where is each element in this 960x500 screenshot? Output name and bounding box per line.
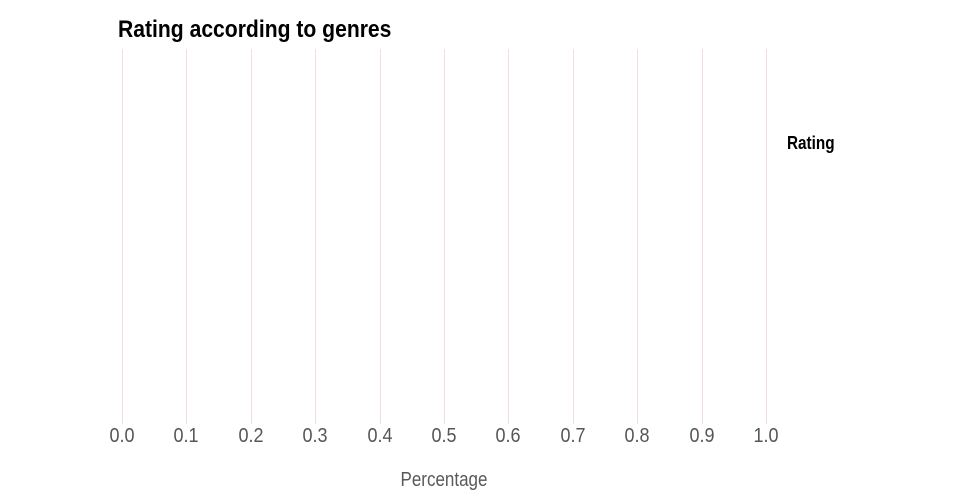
x-tick-label: 0.6 <box>495 425 521 447</box>
gridline <box>702 49 703 424</box>
x-tick-label: 0.5 <box>431 425 457 447</box>
gridline <box>380 49 381 424</box>
gridline <box>251 49 252 424</box>
x-tick-label: 0.2 <box>238 425 264 447</box>
gridline <box>573 49 574 424</box>
gridline <box>766 49 767 424</box>
x-axis-title: Percentage <box>400 469 488 491</box>
chart-title: Rating according to genres <box>118 16 392 43</box>
x-tick-label: 0.7 <box>560 425 586 447</box>
gridline <box>186 49 187 424</box>
x-tick-label: 1.0 <box>753 425 779 447</box>
legend-title: Rating <box>787 133 835 153</box>
legend: Rating <box>787 133 843 154</box>
gridline <box>508 49 509 424</box>
gridline <box>315 49 316 424</box>
x-tick-label: 0.1 <box>173 425 199 447</box>
x-tick-label: 0.8 <box>624 425 650 447</box>
x-tick-label: 0.0 <box>109 425 135 447</box>
gridline <box>122 49 123 424</box>
x-tick-label: 0.9 <box>689 425 715 447</box>
x-tick-label: 0.4 <box>367 425 393 447</box>
plot-area <box>122 49 767 424</box>
gridline <box>637 49 638 424</box>
x-tick-label: 0.3 <box>302 425 328 447</box>
gridline <box>444 49 445 424</box>
